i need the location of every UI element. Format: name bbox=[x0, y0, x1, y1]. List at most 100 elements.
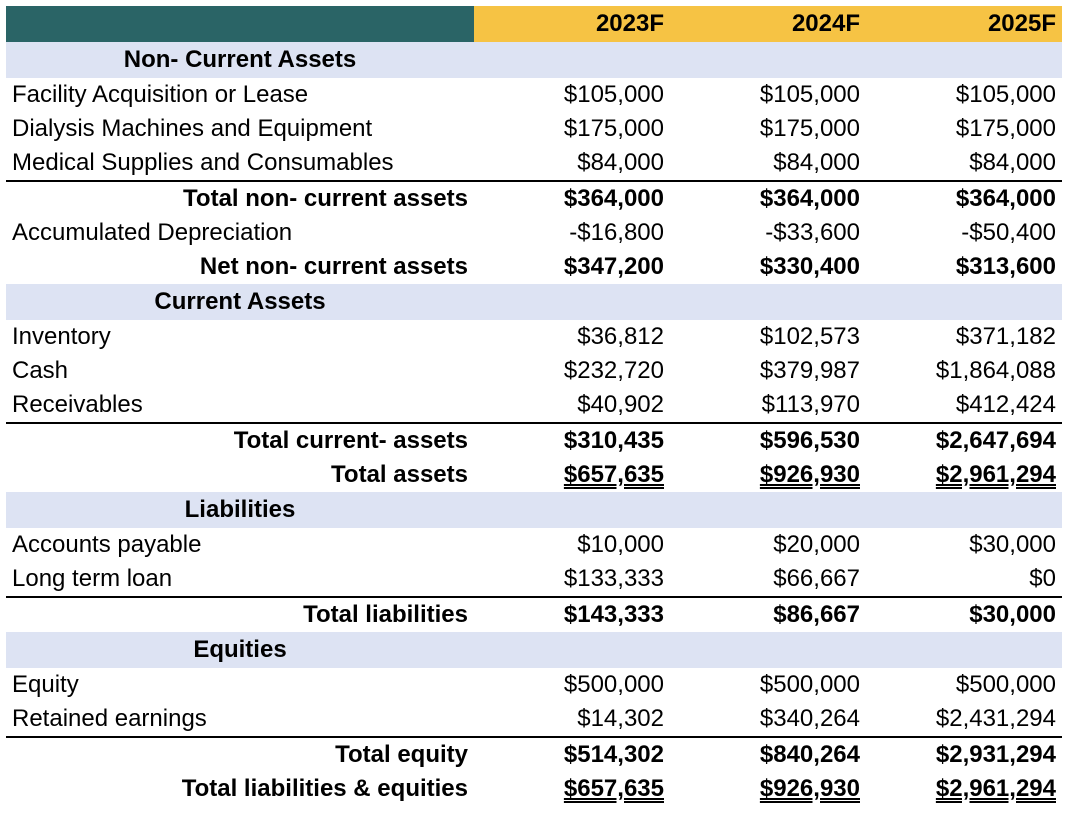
year-header: 2023F bbox=[474, 6, 670, 42]
cell-2024: $840,264 bbox=[670, 736, 866, 772]
cell-2025: $175,000 bbox=[955, 115, 1056, 142]
cell-2024: $86,667 bbox=[670, 596, 866, 632]
table-row: Equity $500,000 $500,000 $500,000 bbox=[6, 668, 1062, 702]
year-header: 2024F bbox=[670, 6, 866, 42]
row-label: Medical Supplies and Consumables bbox=[12, 149, 394, 176]
header-row: 2023F 2024F 2025F bbox=[6, 6, 1062, 42]
total-label: Total liabilities & equities bbox=[181, 775, 468, 802]
cell-2025: $500,000 bbox=[955, 671, 1056, 698]
section-header-liabilities: Liabilities bbox=[6, 492, 1062, 528]
cell-2025: $105,000 bbox=[955, 81, 1056, 108]
cell-2025: -$50,400 bbox=[961, 219, 1056, 246]
total-label: Total assets bbox=[331, 461, 468, 488]
section-header-equities: Equities bbox=[6, 632, 1062, 668]
total-row: Total equity $514,302 $840,264 $2,931,29… bbox=[6, 736, 1062, 772]
cell-2023: $175,000 bbox=[563, 115, 664, 142]
total-label: Total equity bbox=[6, 736, 474, 772]
cell-2024: $113,970 bbox=[761, 391, 860, 418]
cell-2023: $500,000 bbox=[563, 671, 664, 698]
year-header: 2025F bbox=[866, 6, 1062, 42]
cell-2025: $2,961,294 bbox=[935, 461, 1056, 488]
cell-2023: $40,902 bbox=[577, 391, 664, 418]
section-title: Equities bbox=[193, 636, 287, 663]
section-header-noncurrent-assets: Non- Current Assets bbox=[6, 42, 1062, 78]
cell-2024: $105,000 bbox=[759, 81, 860, 108]
row-label: Equity bbox=[12, 671, 79, 698]
cell-2025: $2,431,294 bbox=[935, 705, 1056, 732]
cell-2023: $133,333 bbox=[563, 565, 664, 592]
total-label: Total current- assets bbox=[6, 422, 474, 458]
cell-2025: $2,931,294 bbox=[866, 736, 1062, 772]
cell-2024: -$33,600 bbox=[765, 219, 860, 246]
cell-2023: $364,000 bbox=[474, 180, 670, 216]
table-row: Retained earnings $14,302 $340,264 $2,43… bbox=[6, 702, 1062, 737]
section-header-current-assets: Current Assets bbox=[6, 284, 1062, 320]
total-row: Total liabilities & equities $657,635 $9… bbox=[6, 772, 1062, 806]
header-blank-cell bbox=[6, 6, 474, 42]
cell-2025: $84,000 bbox=[969, 149, 1056, 176]
cell-2025: $364,000 bbox=[866, 180, 1062, 216]
row-label: Long term loan bbox=[12, 565, 173, 592]
table-row: Accumulated Depreciation -$16,800 -$33,6… bbox=[6, 216, 1062, 250]
cell-2023: $14,302 bbox=[577, 705, 664, 732]
section-title: Liabilities bbox=[184, 496, 296, 523]
row-label: Inventory bbox=[12, 323, 111, 350]
table-row: Long term loan $133,333 $66,667 $0 bbox=[6, 562, 1062, 597]
total-label: Total liabilities bbox=[6, 596, 474, 632]
row-label: Dialysis Machines and Equipment bbox=[12, 115, 373, 142]
cell-2024: $340,264 bbox=[759, 705, 860, 732]
table-row: Receivables $40,902 $113,970 $412,424 bbox=[6, 388, 1062, 423]
total-label: Net non- current assets bbox=[199, 253, 468, 280]
cell-2023: $514,302 bbox=[474, 736, 670, 772]
cell-2025: $313,600 bbox=[955, 253, 1056, 280]
cell-2024: $20,000 bbox=[773, 531, 860, 558]
cell-2024: $330,400 bbox=[759, 253, 860, 280]
cell-2023: $105,000 bbox=[563, 81, 664, 108]
cell-2024: $66,667 bbox=[773, 565, 860, 592]
cell-2025: $30,000 bbox=[866, 596, 1062, 632]
table-row: Dialysis Machines and Equipment $175,000… bbox=[6, 112, 1062, 146]
total-row: Total current- assets $310,435 $596,530 … bbox=[6, 422, 1062, 458]
balance-sheet-table: 2023F 2024F 2025F Non- Current Assets Fa… bbox=[6, 6, 1062, 806]
cell-2025: $2,647,694 bbox=[866, 422, 1062, 458]
cell-2023: -$16,800 bbox=[569, 219, 664, 246]
cell-2024: $84,000 bbox=[773, 149, 860, 176]
total-row: Net non- current assets $347,200 $330,40… bbox=[6, 250, 1062, 284]
row-label: Facility Acquisition or Lease bbox=[12, 81, 309, 108]
cell-2023: $347,200 bbox=[563, 253, 664, 280]
table-row: Inventory $36,812 $102,573 $371,182 bbox=[6, 320, 1062, 354]
cell-2024: $175,000 bbox=[759, 115, 860, 142]
section-title: Current Assets bbox=[154, 288, 326, 315]
cell-2025: $30,000 bbox=[969, 531, 1056, 558]
row-label: Accounts payable bbox=[12, 531, 202, 558]
total-row: Total assets $657,635 $926,930 $2,961,29… bbox=[6, 458, 1062, 492]
cell-2024: $596,530 bbox=[670, 422, 866, 458]
table-row: Facility Acquisition or Lease $105,000 $… bbox=[6, 78, 1062, 112]
table-row: Cash $232,720 $379,987 $1,864,088 bbox=[6, 354, 1062, 388]
cell-2024: $364,000 bbox=[670, 180, 866, 216]
table-row: Medical Supplies and Consumables $84,000… bbox=[6, 146, 1062, 181]
cell-2025: $371,182 bbox=[955, 323, 1056, 350]
cell-2024: $926,930 bbox=[759, 461, 860, 488]
cell-2025: $2,961,294 bbox=[935, 775, 1056, 802]
row-label: Accumulated Depreciation bbox=[12, 219, 293, 246]
cell-2023: $36,812 bbox=[577, 323, 664, 350]
cell-2023: $84,000 bbox=[577, 149, 664, 176]
cell-2025: $1,864,088 bbox=[935, 357, 1056, 384]
cell-2024: $926,930 bbox=[759, 775, 860, 802]
cell-2025: $412,424 bbox=[955, 391, 1056, 418]
cell-2024: $102,573 bbox=[759, 323, 860, 350]
cell-2024: $379,987 bbox=[759, 357, 860, 384]
cell-2025: $0 bbox=[1029, 565, 1056, 592]
total-row: Total non- current assets $364,000 $364,… bbox=[6, 180, 1062, 216]
cell-2023: $143,333 bbox=[474, 596, 670, 632]
table-row: Accounts payable $10,000 $20,000 $30,000 bbox=[6, 528, 1062, 562]
cell-2023: $10,000 bbox=[577, 531, 664, 558]
section-title: Non- Current Assets bbox=[123, 46, 357, 73]
total-label: Total non- current assets bbox=[6, 180, 474, 216]
cell-2024: $500,000 bbox=[759, 671, 860, 698]
row-label: Cash bbox=[12, 357, 69, 384]
row-label: Receivables bbox=[12, 391, 143, 418]
cell-2023: $657,635 bbox=[563, 775, 664, 802]
